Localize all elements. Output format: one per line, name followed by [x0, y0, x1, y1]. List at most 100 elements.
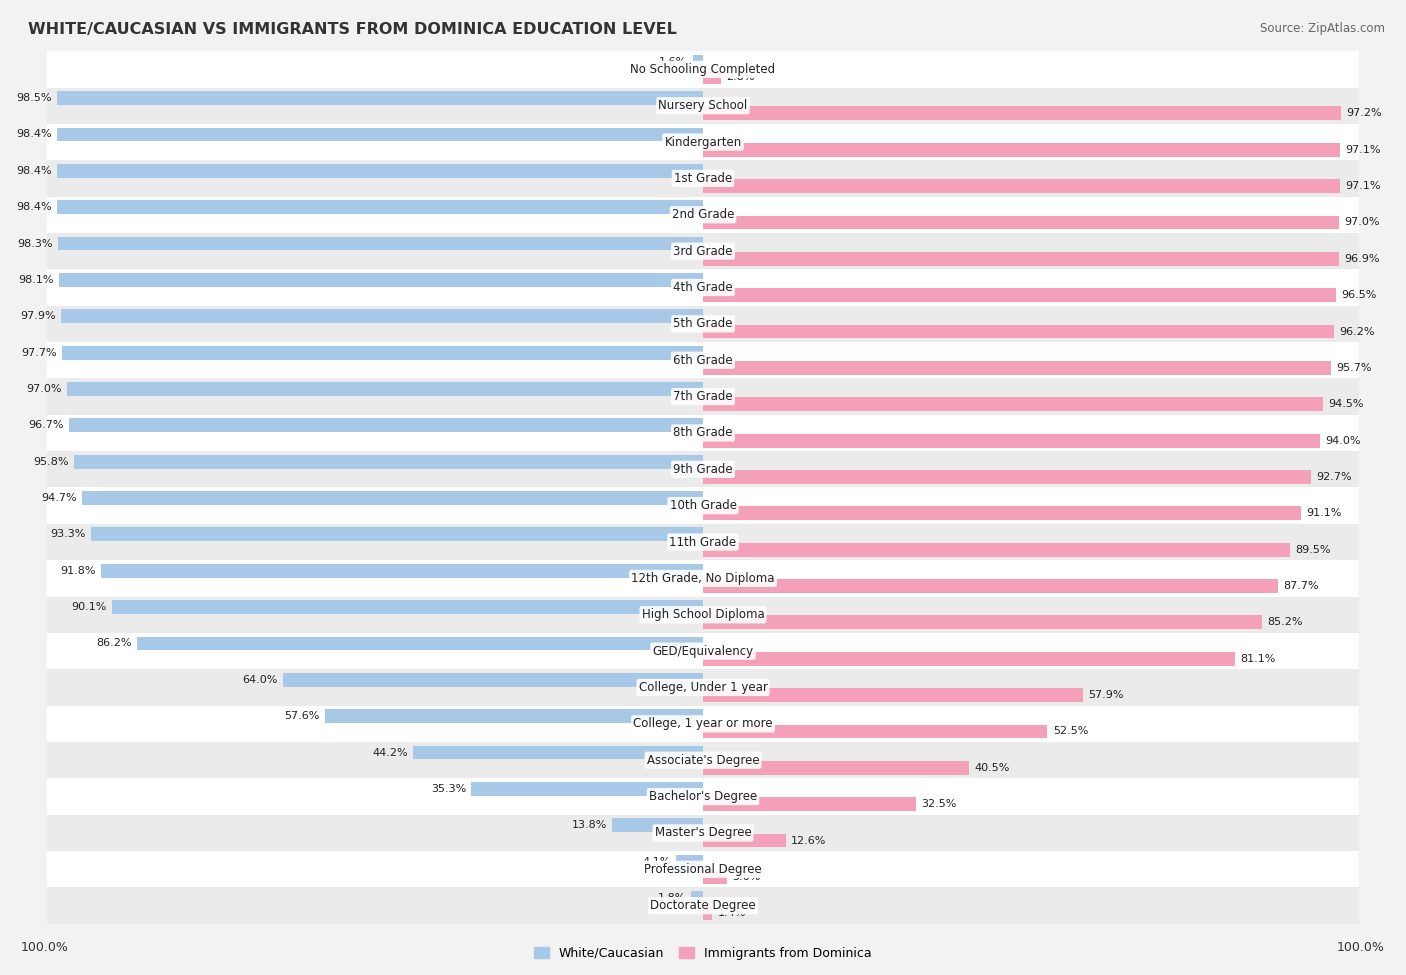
Text: 91.1%: 91.1% [1306, 508, 1341, 519]
Bar [703, 179, 1340, 193]
Bar [75, 454, 703, 469]
Text: 57.9%: 57.9% [1088, 690, 1123, 700]
Bar [46, 124, 1360, 160]
Text: 44.2%: 44.2% [373, 748, 408, 758]
Bar [46, 88, 1360, 124]
Text: 96.5%: 96.5% [1341, 291, 1376, 300]
Bar [138, 637, 703, 650]
Text: 97.7%: 97.7% [21, 348, 56, 358]
Bar [703, 834, 786, 847]
Text: Source: ZipAtlas.com: Source: ZipAtlas.com [1260, 22, 1385, 35]
Bar [703, 215, 1340, 229]
Text: 98.1%: 98.1% [18, 275, 53, 285]
Bar [703, 70, 721, 84]
Bar [703, 615, 1263, 629]
Text: 98.3%: 98.3% [17, 239, 53, 249]
Bar [703, 325, 1334, 338]
Text: 97.9%: 97.9% [20, 311, 55, 321]
Text: 98.4%: 98.4% [17, 166, 52, 175]
Bar [703, 907, 713, 920]
Text: 94.5%: 94.5% [1329, 399, 1364, 410]
Bar [703, 798, 917, 811]
Text: 3rd Grade: 3rd Grade [673, 245, 733, 257]
Bar [46, 706, 1360, 742]
Text: 6th Grade: 6th Grade [673, 354, 733, 367]
Bar [613, 818, 703, 833]
Bar [46, 269, 1360, 306]
Text: Associate's Degree: Associate's Degree [647, 754, 759, 766]
Text: 9th Grade: 9th Grade [673, 463, 733, 476]
Bar [703, 760, 969, 775]
Text: 64.0%: 64.0% [242, 675, 278, 684]
Text: 98.4%: 98.4% [17, 202, 52, 213]
Text: Professional Degree: Professional Degree [644, 863, 762, 876]
Text: 92.7%: 92.7% [1316, 472, 1353, 482]
Bar [693, 55, 703, 68]
Text: 1.8%: 1.8% [658, 893, 686, 903]
Text: 40.5%: 40.5% [974, 762, 1010, 773]
Bar [676, 855, 703, 869]
Text: 8th Grade: 8th Grade [673, 426, 733, 440]
Bar [703, 543, 1291, 557]
Text: 81.1%: 81.1% [1240, 654, 1275, 664]
Bar [46, 778, 1360, 815]
Text: 86.2%: 86.2% [97, 639, 132, 648]
Bar [91, 527, 703, 541]
Bar [46, 742, 1360, 778]
Bar [59, 273, 703, 287]
Text: 1.4%: 1.4% [717, 909, 745, 918]
Text: 96.2%: 96.2% [1340, 327, 1375, 336]
Bar [60, 309, 703, 323]
Text: 100.0%: 100.0% [1337, 941, 1385, 954]
Text: 94.7%: 94.7% [41, 493, 76, 503]
Text: WHITE/CAUCASIAN VS IMMIGRANTS FROM DOMINICA EDUCATION LEVEL: WHITE/CAUCASIAN VS IMMIGRANTS FROM DOMIN… [28, 22, 678, 37]
Bar [413, 746, 703, 760]
Text: College, 1 year or more: College, 1 year or more [633, 718, 773, 730]
Text: 12.6%: 12.6% [792, 836, 827, 845]
Legend: White/Caucasian, Immigrants from Dominica: White/Caucasian, Immigrants from Dominic… [529, 942, 877, 965]
Bar [46, 524, 1360, 561]
Text: 89.5%: 89.5% [1295, 545, 1331, 555]
Text: 96.9%: 96.9% [1344, 254, 1379, 264]
Bar [46, 451, 1360, 488]
Bar [46, 51, 1360, 88]
Bar [112, 601, 703, 614]
Text: 7th Grade: 7th Grade [673, 390, 733, 403]
Text: 97.1%: 97.1% [1346, 144, 1381, 155]
Text: 97.0%: 97.0% [25, 384, 62, 394]
Bar [703, 252, 1339, 265]
Bar [46, 197, 1360, 233]
Text: 97.2%: 97.2% [1346, 108, 1382, 118]
Bar [703, 106, 1341, 120]
Text: High School Diploma: High School Diploma [641, 608, 765, 621]
Bar [58, 237, 703, 251]
Text: 91.8%: 91.8% [60, 566, 96, 576]
Text: 11th Grade: 11th Grade [669, 535, 737, 549]
Bar [46, 887, 1360, 924]
Bar [58, 164, 703, 177]
Bar [471, 782, 703, 796]
Bar [46, 414, 1360, 451]
Bar [101, 564, 703, 577]
Bar [46, 669, 1360, 706]
Bar [62, 346, 703, 360]
Text: 94.0%: 94.0% [1324, 436, 1361, 446]
Text: 87.7%: 87.7% [1284, 581, 1319, 591]
Text: 97.1%: 97.1% [1346, 181, 1381, 191]
Bar [283, 673, 703, 686]
Bar [703, 398, 1323, 411]
Text: Kindergarten: Kindergarten [665, 136, 741, 148]
Text: 96.7%: 96.7% [28, 420, 63, 430]
Text: 5th Grade: 5th Grade [673, 318, 733, 331]
Bar [703, 142, 1340, 157]
Text: No Schooling Completed: No Schooling Completed [630, 62, 776, 76]
Bar [703, 361, 1331, 374]
Bar [46, 160, 1360, 197]
Text: 98.5%: 98.5% [15, 93, 52, 103]
Text: 10th Grade: 10th Grade [669, 499, 737, 512]
Bar [703, 688, 1083, 702]
Bar [46, 815, 1360, 851]
Bar [66, 382, 703, 396]
Bar [46, 378, 1360, 414]
Bar [46, 306, 1360, 342]
